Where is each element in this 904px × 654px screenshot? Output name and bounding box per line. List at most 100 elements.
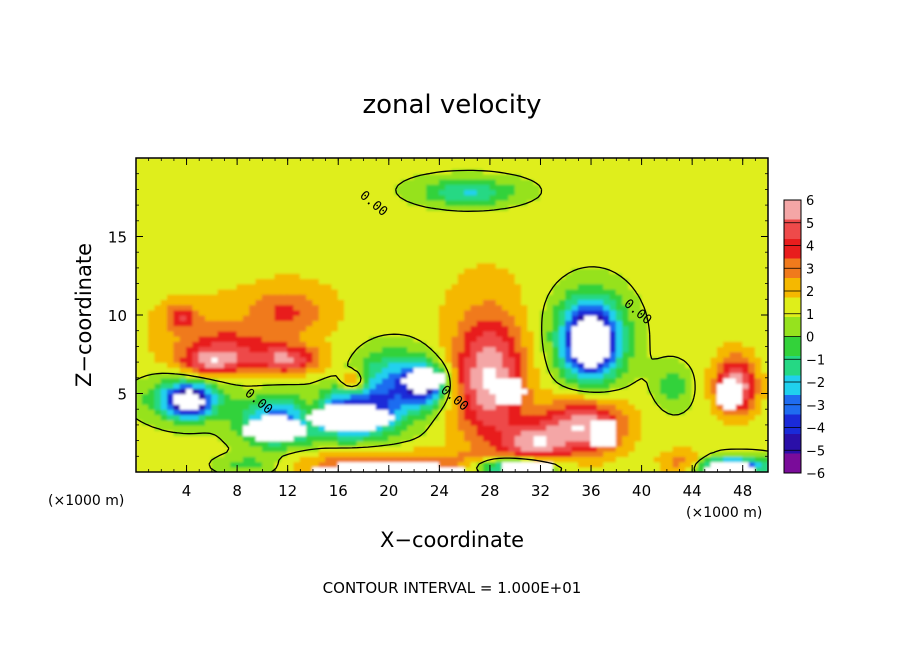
heatmap-cell (236, 377, 245, 384)
heatmap-cell (615, 183, 624, 191)
heatmap-cell (136, 262, 144, 269)
heatmap-cell (217, 209, 226, 217)
heatmap-cell (521, 272, 529, 280)
heatmap-cell (375, 424, 384, 431)
heatmap-cell (622, 298, 630, 306)
heatmap-cell (136, 345, 144, 353)
heatmap-cell (457, 225, 466, 232)
heatmap-cell (173, 158, 181, 164)
heatmap-cell (438, 236, 447, 243)
heatmap-cell (230, 298, 238, 306)
heatmap-cell (179, 158, 188, 164)
heatmap-cell (464, 236, 472, 243)
heatmap-cell (287, 335, 295, 342)
heatmap-cell (318, 403, 327, 410)
heatmap-cell (205, 283, 213, 290)
heatmap-cell (647, 162, 655, 170)
heatmap-cell (381, 366, 390, 374)
heatmap-cell (217, 304, 226, 311)
heatmap-cell (261, 393, 270, 400)
heatmap-cell (154, 324, 162, 332)
heatmap-cell (381, 387, 390, 395)
heatmap-cell (268, 178, 276, 185)
heatmap-cell (622, 314, 630, 321)
heatmap-cell (217, 335, 226, 342)
heatmap-cell (432, 178, 441, 185)
heatmap-cell (287, 377, 295, 384)
heatmap-cell (249, 419, 257, 426)
heatmap-cell (268, 173, 276, 180)
heatmap-cell (400, 246, 409, 253)
heatmap-cell (363, 413, 371, 421)
heatmap-cell (565, 173, 573, 180)
heatmap-cell (445, 356, 453, 363)
heatmap-cell (565, 361, 573, 369)
heatmap-cell (375, 236, 384, 243)
heatmap-cell (546, 262, 554, 269)
heatmap-cell (552, 251, 561, 259)
heatmap-cell (470, 455, 478, 463)
heatmap-cell (312, 178, 320, 185)
heatmap-cell (413, 262, 422, 269)
heatmap-cell (426, 466, 434, 472)
heatmap-cell (457, 246, 466, 253)
heatmap-cell (388, 377, 396, 384)
heatmap-cell (230, 419, 238, 426)
heatmap-cell (622, 351, 630, 358)
heatmap-cell (539, 262, 548, 269)
heatmap-cell (268, 382, 276, 389)
heatmap-cell (242, 173, 251, 180)
heatmap-cell (167, 366, 175, 374)
heatmap-cell (211, 204, 219, 212)
heatmap-cell (445, 314, 453, 321)
heatmap-cell (363, 466, 371, 472)
heatmap-cell (647, 440, 655, 447)
heatmap-cell (344, 199, 352, 206)
heatmap-cell (388, 461, 396, 468)
heatmap-cell (236, 330, 245, 337)
heatmap-cell (173, 403, 181, 410)
heatmap-cell (546, 220, 554, 227)
heatmap-cell (148, 429, 156, 437)
heatmap-cell (533, 293, 542, 300)
heatmap-cell (653, 314, 662, 321)
heatmap-cell (167, 461, 175, 468)
heatmap-cell (407, 440, 415, 447)
heatmap-cell (603, 246, 611, 253)
heatmap-cell (160, 366, 169, 374)
heatmap-cell (242, 340, 251, 348)
heatmap-cell (571, 199, 580, 206)
heatmap-cell (603, 377, 611, 384)
heatmap-cell (565, 256, 573, 264)
heatmap-cell (584, 215, 592, 222)
heatmap-cell (533, 272, 542, 280)
heatmap-cell (154, 272, 162, 280)
heatmap-cell (306, 162, 314, 170)
heatmap-cell (198, 236, 207, 243)
heatmap-cell (609, 424, 618, 431)
heatmap-cell (457, 450, 466, 457)
heatmap-cell (217, 434, 226, 442)
heatmap-cell (432, 330, 441, 337)
heatmap-cell (533, 351, 542, 358)
heatmap-cell (615, 440, 624, 447)
heatmap-cell (280, 188, 289, 196)
heatmap-cell (179, 393, 188, 400)
heatmap-cell (381, 230, 390, 238)
heatmap-cell (274, 251, 283, 259)
heatmap-cell (148, 241, 156, 248)
heatmap-cell (186, 309, 194, 316)
heatmap-cell (527, 345, 535, 353)
heatmap-cell (217, 230, 226, 238)
heatmap-cell (148, 298, 156, 306)
heatmap-cell (223, 272, 232, 280)
heatmap-cell (148, 445, 156, 452)
heatmap-cell (331, 356, 339, 363)
heatmap-cell (457, 434, 466, 442)
heatmap-cell (413, 272, 422, 280)
heatmap-cell (445, 272, 453, 280)
heatmap-cell (603, 283, 611, 290)
heatmap-cell (318, 366, 327, 374)
heatmap-cell (647, 262, 655, 269)
heatmap-cell (160, 194, 169, 201)
